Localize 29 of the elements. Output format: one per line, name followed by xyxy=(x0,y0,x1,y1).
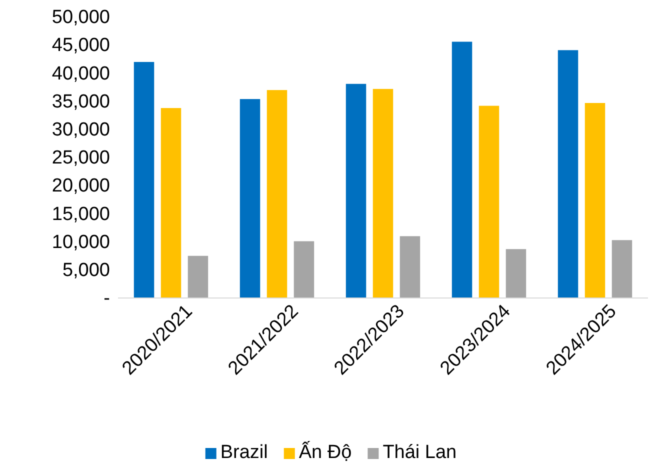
legend-label: Ấn Độ xyxy=(298,440,352,463)
y-tick-label: 50,000 xyxy=(52,7,110,28)
y-tick-label: 45,000 xyxy=(52,35,110,56)
y-tick-label: 10,000 xyxy=(52,232,110,253)
legend-label: Brazil xyxy=(220,442,268,463)
bar xyxy=(558,50,578,298)
y-tick-label: 25,000 xyxy=(52,148,110,169)
bar xyxy=(188,256,208,298)
bar xyxy=(240,99,260,298)
bar xyxy=(478,106,500,298)
bar xyxy=(346,84,366,298)
y-tick-label: 30,000 xyxy=(52,119,110,140)
bar xyxy=(400,236,420,298)
bar xyxy=(372,88,394,298)
bar xyxy=(506,249,526,298)
bar xyxy=(584,102,606,298)
bar xyxy=(612,240,632,298)
legend-label: Thái Lan xyxy=(382,442,457,463)
y-tick-label: 15,000 xyxy=(52,204,110,225)
y-tick-label: 40,000 xyxy=(52,63,110,84)
bar xyxy=(294,241,314,298)
y-tick-label: 35,000 xyxy=(52,91,110,112)
bar xyxy=(452,42,472,298)
bar xyxy=(160,108,182,298)
bar xyxy=(266,90,288,298)
y-tick-label: 20,000 xyxy=(52,176,110,197)
y-tick-label: - xyxy=(104,288,110,310)
bar xyxy=(134,62,154,298)
y-tick-label: 5,000 xyxy=(62,260,110,281)
